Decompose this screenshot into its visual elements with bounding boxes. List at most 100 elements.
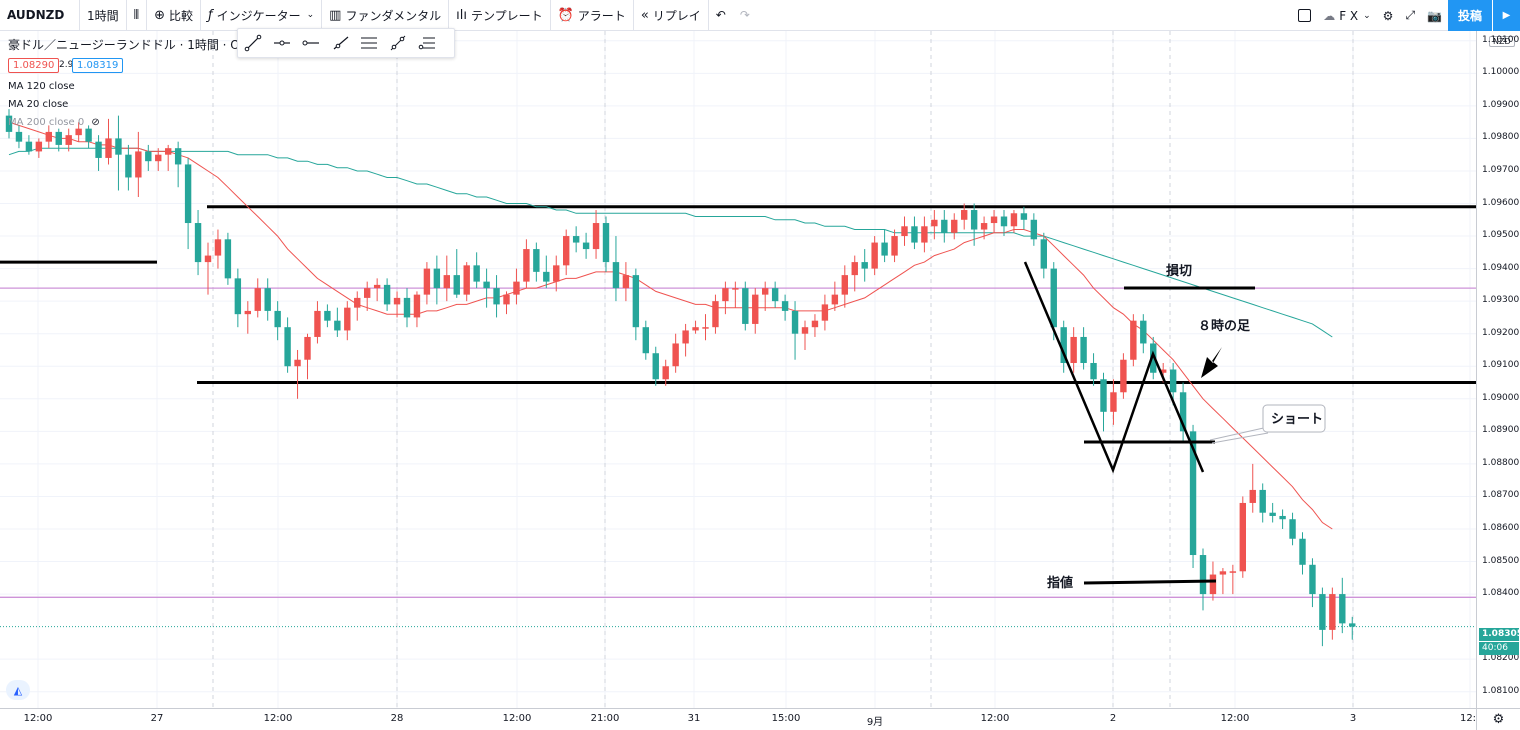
candle-body: [453, 275, 460, 295]
time-tick: 2: [1109, 713, 1117, 724]
candle-body: [1199, 555, 1207, 595]
candle-body: [1020, 213, 1028, 220]
candle-body: [65, 135, 72, 145]
ma20-legend[interactable]: MA 20 close: [8, 99, 69, 110]
gear-icon: ⚙: [1492, 712, 1505, 727]
short-label: ショート: [1271, 412, 1323, 427]
chart-type-button[interactable]: ⫴: [127, 0, 148, 31]
time-axis[interactable]: 12:00 27 12:00 28 12:00 21:00 31 15:00 9月 12:00 2 1…: [0, 708, 1476, 730]
toolbar-right: ☁ F X ⌄ ⚙ ⤢ 📷 投稿 ▶: [1292, 0, 1520, 31]
candle-body: [364, 288, 371, 298]
pitchfork-tool[interactable]: [383, 29, 412, 57]
candle-body: [274, 310, 281, 328]
candle-body: [851, 262, 858, 276]
candle-body: [264, 288, 271, 311]
price-tick: 1.10000: [1482, 67, 1520, 78]
ma20-line: [8, 121, 1333, 530]
candle-body: [393, 297, 401, 305]
horizontal-ray-tool[interactable]: [296, 29, 325, 57]
symbol-button[interactable]: AUDNZD: [0, 0, 80, 31]
fx-icon: ƒ: [208, 7, 213, 23]
candle-body: [284, 327, 291, 367]
candle-body: [423, 268, 431, 295]
candle-body: [413, 294, 421, 318]
candle-body: [702, 327, 709, 329]
candle-body: [1100, 379, 1107, 412]
templates-button[interactable]: ılı テンプレート: [449, 0, 551, 31]
price-tick: 1.09900: [1482, 99, 1520, 110]
template-icon: ılı: [456, 7, 467, 23]
ray-tool[interactable]: [325, 29, 354, 57]
price-tick: 1.09100: [1482, 360, 1520, 371]
candle-body: [791, 310, 799, 334]
candle-body: [324, 310, 331, 321]
indicators-button[interactable]: ƒ インジケーター ⌄: [201, 0, 323, 31]
chart-area[interactable]: 損切 ８時の足 ショート 指値: [0, 31, 1476, 708]
candle-body: [174, 148, 182, 165]
price-tick: 1.08400: [1482, 588, 1520, 599]
candle-body: [95, 141, 102, 158]
candle-body: [990, 216, 998, 224]
arrow-icon: [1201, 347, 1222, 378]
trend-line-tool[interactable]: [238, 29, 267, 57]
candle-body: [612, 262, 620, 289]
candle-body: [294, 359, 301, 367]
compare-label: 比較: [169, 8, 194, 23]
layout-cloud-button[interactable]: ☁ F X ⌄: [1317, 0, 1376, 31]
ma200-legend[interactable]: MA 200 close 0 ⊘: [8, 117, 100, 128]
ma120-legend[interactable]: MA 120 close: [8, 81, 75, 92]
fundamentals-button[interactable]: ▥ ファンダメンタル: [322, 0, 450, 31]
eight-oclock-label: ８時の足: [1198, 318, 1251, 334]
fullscreen-square-button[interactable]: [1292, 0, 1317, 31]
axis-settings-button[interactable]: ⚙: [1476, 708, 1520, 730]
alert-button[interactable]: ⏰ アラート: [551, 0, 634, 31]
trend-line-icon: [244, 34, 261, 52]
fib-tool[interactable]: [412, 29, 441, 57]
candle-body: [622, 275, 630, 289]
symbol-legend-title[interactable]: 豪ドル／ニュージーランドドル · 1時間 · OA: [8, 38, 248, 52]
tradingview-logo-icon[interactable]: ◭: [6, 680, 30, 700]
price-axis[interactable]: NZD 1.10100 1.10000 1.09900 1.09800 1.09700 1…: [1476, 31, 1520, 708]
candle-body: [762, 288, 769, 295]
eye-hidden-icon[interactable]: ⊘: [91, 117, 100, 128]
interval-button[interactable]: 1時間: [80, 0, 127, 31]
parallel-channel-tool[interactable]: [354, 29, 383, 57]
price-tick: 1.09500: [1482, 230, 1520, 241]
candle-body: [25, 141, 33, 152]
candle-body: [1309, 564, 1316, 595]
sell-price-badge[interactable]: 1.08290: [8, 58, 60, 73]
candles-icon: ⫴: [133, 7, 140, 23]
zigzag-pattern: [1023, 261, 1205, 474]
snapshot-button[interactable]: 📷: [1421, 0, 1448, 31]
undo-button[interactable]: ↶: [709, 0, 733, 31]
horizontal-line-tool[interactable]: [267, 29, 296, 57]
buy-price-badge[interactable]: 1.08319: [72, 58, 124, 73]
candle-body: [1150, 343, 1157, 373]
candle-body: [1349, 623, 1356, 627]
candle-body: [75, 128, 82, 136]
candle-body: [145, 151, 152, 162]
candle-body: [881, 242, 888, 256]
redo-button[interactable]: ↷: [733, 0, 757, 31]
horizontal-line-icon: [273, 40, 290, 46]
candle-body: [553, 265, 560, 282]
compare-button[interactable]: ⊕ 比較: [147, 0, 202, 31]
candle-body: [1299, 538, 1306, 565]
post-button[interactable]: 投稿: [1448, 0, 1492, 31]
candle-body: [443, 275, 450, 289]
candle-body: [15, 131, 23, 142]
candle-body: [672, 343, 679, 367]
replay-button[interactable]: « リプレイ: [634, 0, 709, 31]
publish-play-button[interactable]: ▶: [1492, 0, 1520, 31]
price-tick: 1.08200: [1482, 653, 1520, 664]
time-tick: 31: [687, 713, 701, 724]
post-label: 投稿: [1457, 9, 1482, 23]
candle-body: [970, 210, 978, 230]
settings-button[interactable]: ⚙: [1377, 0, 1400, 31]
candle-body: [891, 236, 898, 256]
candle-body: [354, 297, 361, 308]
candle-body: [1249, 489, 1256, 503]
expand-button[interactable]: ⤢: [1399, 0, 1421, 31]
bar-chart-icon: ▥: [329, 7, 342, 23]
